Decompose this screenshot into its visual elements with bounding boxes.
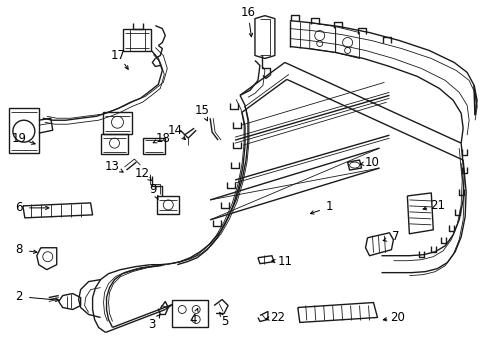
Bar (9, 108, 39, 153)
Text: 13: 13 (105, 159, 120, 172)
Text: 19: 19 (11, 132, 26, 145)
Text: 21: 21 (430, 199, 445, 212)
Text: 6: 6 (15, 201, 23, 215)
Text: 20: 20 (390, 311, 405, 324)
Text: 16: 16 (241, 6, 255, 19)
Text: 9: 9 (149, 184, 157, 197)
Text: 17: 17 (111, 49, 126, 62)
Bar (123, 28, 151, 50)
Bar (144, 138, 165, 154)
Text: 15: 15 (195, 104, 210, 117)
Text: 12: 12 (135, 167, 150, 180)
Bar (102, 112, 132, 134)
Text: 10: 10 (365, 156, 380, 168)
Text: 22: 22 (270, 311, 285, 324)
Bar (157, 196, 179, 214)
Text: 3: 3 (148, 318, 156, 331)
Text: 11: 11 (277, 255, 293, 268)
Text: 5: 5 (221, 315, 229, 328)
Bar (172, 300, 208, 328)
Text: 1: 1 (326, 201, 333, 213)
Text: 8: 8 (15, 243, 23, 256)
Bar (100, 134, 128, 154)
Text: 18: 18 (156, 132, 171, 145)
Text: 4: 4 (190, 313, 197, 326)
Text: 7: 7 (392, 230, 399, 243)
Text: 14: 14 (168, 124, 183, 137)
Text: 2: 2 (15, 290, 23, 303)
